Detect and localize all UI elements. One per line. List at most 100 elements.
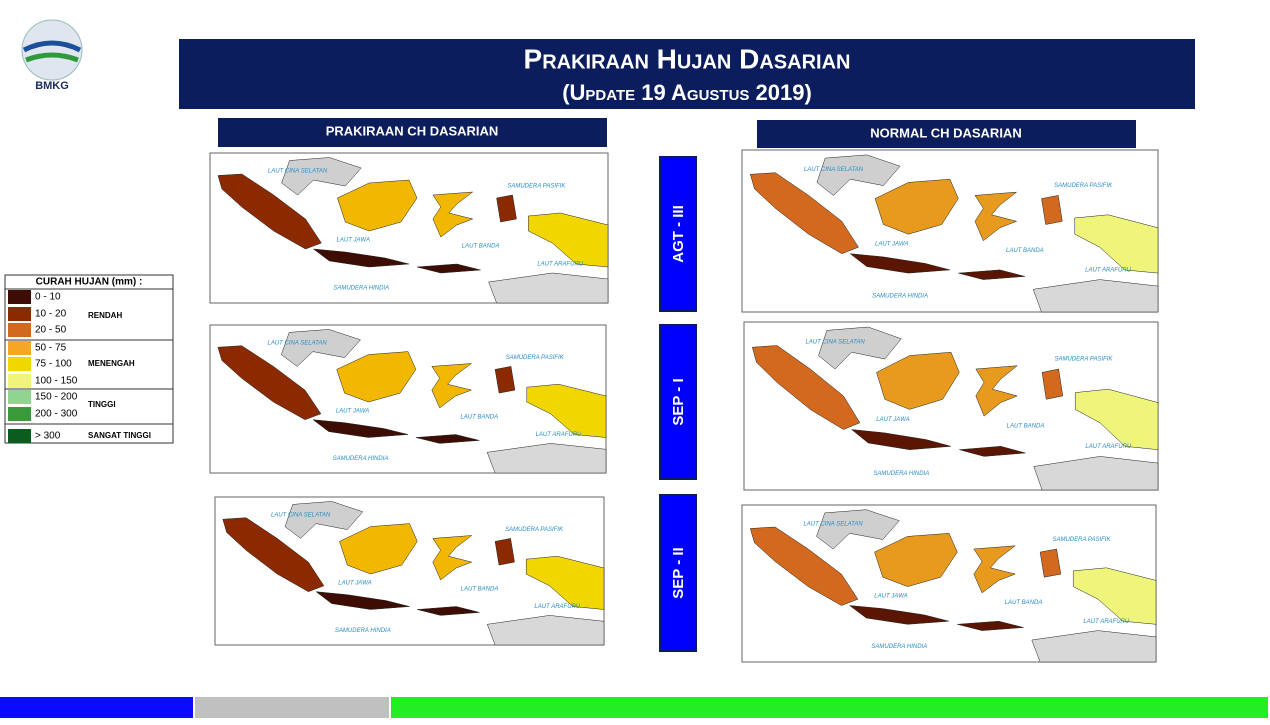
map-label: LAUT BANDA [461, 586, 499, 592]
map-region [874, 178, 959, 235]
period-label: SEP - II [670, 547, 687, 598]
map-region [957, 620, 1024, 631]
map-label: SAMUDERA HINDIA [333, 286, 389, 292]
map-label: LAUT ARAFURU [1085, 444, 1131, 450]
legend-swatch [8, 407, 31, 421]
column-header-bar [757, 120, 1136, 148]
map-label: LAUT JAWA [875, 242, 908, 248]
map-label: SAMUDERA PASIFIK [1054, 357, 1113, 363]
map-region [526, 383, 607, 438]
map-region [281, 157, 362, 196]
legend-group-label: SANGAT TINGGI [88, 431, 151, 440]
map-region [494, 538, 515, 566]
map-region [432, 191, 474, 238]
footer-bar [195, 697, 389, 718]
legend-swatch [8, 307, 31, 321]
period-box [659, 156, 697, 312]
map-region [958, 269, 1025, 280]
map-region [850, 429, 952, 450]
legend-item-label: 20 - 50 [35, 325, 67, 336]
legend-item-label: 100 - 150 [35, 376, 78, 387]
map-region [974, 191, 1018, 242]
map-region [486, 443, 607, 474]
map-region [816, 509, 900, 550]
title-bar [179, 39, 1195, 109]
legend-item-label: 10 - 20 [35, 309, 67, 320]
map-region [336, 351, 417, 403]
map-region [1041, 368, 1064, 400]
map-label: LAUT ARAFURU [537, 262, 583, 268]
subtitle: (Update 19 Agustus 2019) [562, 80, 812, 105]
map-region [959, 446, 1026, 457]
map-label: LAUT CINA SELATAN [803, 521, 863, 527]
logo-wave [22, 40, 82, 53]
map-region [1039, 548, 1062, 578]
map-region [315, 591, 410, 610]
map-region [1074, 388, 1159, 450]
legend-item-label: 200 - 300 [35, 409, 78, 420]
map-label: LAUT JAWA [336, 408, 369, 414]
map: LAUT CINA SELATAN SAMUDERA PASIFIK LAUT JA… [214, 496, 605, 646]
map-region [312, 419, 409, 438]
map-label: SAMUDERA PASIFIK [1052, 537, 1111, 543]
map: LAUT CINA SELATAN SAMUDERA PASIFIK LAUT JA… [209, 152, 609, 304]
map: LAUT CINA SELATAN SAMUDERA PASIFIK LAUT JA… [743, 321, 1159, 491]
map-label: SAMUDERA HINDIA [335, 628, 391, 634]
legend-swatch [8, 374, 31, 388]
legend-group-label: MENENGAH [88, 359, 135, 368]
logo-circle [21, 19, 83, 81]
map-region [431, 363, 473, 409]
map-label: LAUT ARAFURU [1085, 267, 1131, 273]
legend-swatch [8, 290, 31, 304]
period-label: AGT - III [670, 205, 687, 263]
map-label: LAUT ARAFURU [1083, 619, 1129, 625]
legend-item-label: 75 - 100 [35, 359, 72, 370]
map-region [432, 535, 473, 581]
legend-title: CURAH HUJAN (mm) : [36, 277, 143, 288]
map-region [528, 212, 609, 268]
map-label: LAUT ARAFURU [534, 604, 580, 610]
map-region [312, 248, 410, 268]
map-label: LAUT JAWA [874, 594, 907, 600]
period-box [659, 324, 697, 480]
map-label: LAUT BANDA [1006, 248, 1044, 254]
map-label: LAUT BANDA [1005, 600, 1043, 606]
map-label: LAUT CINA SELATAN [268, 169, 328, 175]
map-region [494, 366, 516, 394]
map-label: LAUT JAWA [338, 580, 371, 586]
map-label: SAMUDERA PASIFIK [505, 527, 564, 533]
map-region [284, 501, 364, 539]
legend-item-label: > 300 [35, 431, 61, 442]
title: Prakiraan Hujan Dasarian [524, 43, 851, 74]
map-region [415, 434, 480, 444]
legend-frame [4, 274, 174, 444]
map-label: SAMUDERA HINDIA [871, 644, 927, 650]
map-region [486, 615, 605, 646]
map-region [217, 173, 322, 250]
map-region [222, 517, 325, 592]
column-header: PRAKIRAAN CH DASARIAN [326, 123, 499, 138]
map-label: LAUT CINA SELATAN [271, 512, 331, 518]
map-label: SAMUDERA HINDIA [873, 471, 929, 477]
map-region [1074, 214, 1159, 274]
map-region [818, 326, 902, 370]
map-label: LAUT BANDA [462, 244, 500, 250]
legend-swatch [8, 341, 31, 355]
map-region [217, 345, 322, 420]
map-label: SAMUDERA PASIFIK [507, 184, 566, 190]
map-region [488, 272, 609, 304]
map-region [874, 533, 958, 587]
map-region [1072, 567, 1157, 625]
logo: BMKG [21, 19, 83, 92]
period-label: SEP - I [670, 378, 687, 425]
map-region [816, 154, 901, 196]
map-region [749, 526, 859, 606]
map-region [1031, 630, 1157, 663]
map-region [417, 606, 480, 616]
map-label: LAUT ARAFURU [536, 432, 582, 438]
map-region [973, 545, 1017, 594]
map-label: SAMUDERA PASIFIK [1054, 183, 1113, 189]
